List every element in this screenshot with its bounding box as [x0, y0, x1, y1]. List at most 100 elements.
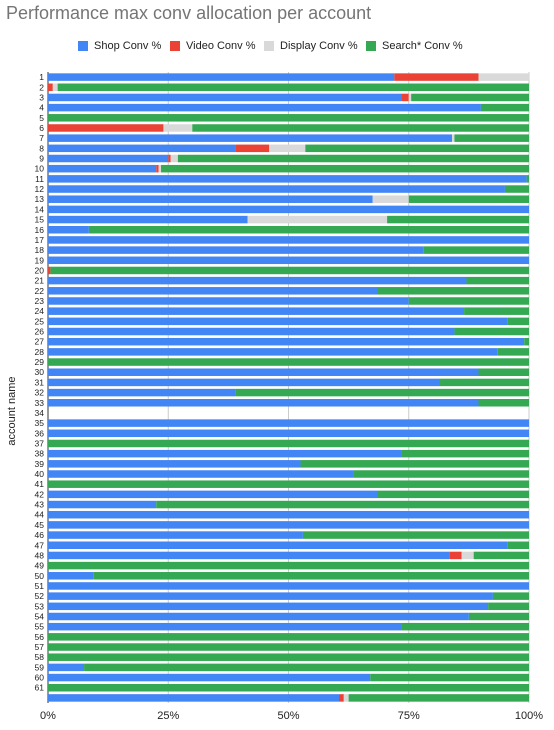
bar-segment-56-3[interactable] [48, 633, 529, 641]
bar-segment-53-3[interactable] [488, 602, 529, 611]
bar-segment-unlabeled-1[interactable] [339, 694, 344, 702]
bar-segment-48-3[interactable] [473, 551, 529, 560]
bar-segment-15-0[interactable] [48, 215, 248, 224]
bar-segment-10-3[interactable] [161, 164, 529, 173]
bar-segment-54-3[interactable] [468, 612, 529, 621]
bar-segment-12-3[interactable] [504, 185, 529, 193]
bar-segment-23-0[interactable] [48, 297, 409, 305]
bar-segment-60-3[interactable] [370, 673, 529, 682]
bar-segment-16-0[interactable] [48, 226, 89, 234]
legend-item-video[interactable]: Video Conv % [170, 40, 256, 52]
bar-segment-45-0[interactable] [48, 521, 529, 529]
bar-segment-2-2[interactable] [52, 83, 58, 92]
bar-segment-9-1[interactable] [168, 154, 171, 163]
bar-segment-unlabeled-0[interactable] [48, 694, 340, 702]
bar-segment-16-3[interactable] [88, 226, 529, 234]
bar-segment-59-3[interactable] [84, 663, 529, 672]
bar-segment-40-0[interactable] [48, 470, 354, 478]
bar-segment-23-3[interactable] [408, 297, 529, 305]
bar-segment-25-0[interactable] [48, 317, 508, 326]
bar-segment-20-1[interactable] [48, 266, 51, 275]
bar-segment-55-3[interactable] [401, 622, 529, 631]
bar-segment-38-3[interactable] [401, 449, 529, 458]
bar-segment-32-0[interactable] [48, 388, 236, 397]
bar-segment-33-0[interactable] [48, 399, 479, 407]
bar-segment-35-0[interactable] [48, 419, 529, 427]
bar-segment-13-0[interactable] [48, 195, 373, 203]
bar-segment-31-3[interactable] [440, 378, 529, 387]
bar-segment-47-0[interactable] [48, 541, 508, 550]
bar-segment-33-3[interactable] [478, 399, 529, 407]
bar-segment-52-3[interactable] [492, 592, 529, 600]
legend-item-display[interactable]: Display Conv % [264, 40, 358, 52]
bar-segment-10-0[interactable] [48, 164, 157, 173]
bar-segment-18-3[interactable] [423, 246, 529, 254]
bar-segment-39-3[interactable] [300, 460, 529, 468]
bar-segment-7-3[interactable] [454, 134, 529, 142]
bar-segment-40-3[interactable] [353, 470, 529, 478]
bar-segment-24-0[interactable] [48, 307, 465, 315]
bar-segment-22-3[interactable] [377, 287, 529, 295]
bar-segment-22-0[interactable] [48, 287, 378, 295]
bar-segment-20-3[interactable] [50, 266, 529, 275]
bar-segment-30-0[interactable] [48, 368, 479, 376]
bar-segment-44-0[interactable] [48, 510, 529, 519]
legend-item-shop[interactable]: Shop Conv % [78, 40, 161, 52]
bar-segment-19-0[interactable] [48, 256, 529, 265]
bar-segment-18-0[interactable] [48, 246, 424, 254]
bar-segment-unlabeled-3[interactable] [348, 694, 529, 702]
bar-segment-26-0[interactable] [48, 327, 455, 336]
bar-segment-58-3[interactable] [48, 653, 529, 661]
bar-segment-12-0[interactable] [48, 185, 505, 193]
bar-segment-38-0[interactable] [48, 449, 402, 458]
bar-segment-48-2[interactable] [461, 551, 474, 560]
bar-segment-13-3[interactable] [408, 195, 529, 203]
bar-segment-10-1[interactable] [156, 164, 159, 173]
bar-segment-15-2[interactable] [247, 215, 388, 224]
bar-segment-4-0[interactable] [48, 103, 481, 112]
bar-segment-8-2[interactable] [269, 144, 306, 153]
bar-segment-52-0[interactable] [48, 592, 493, 600]
bar-segment-5-3[interactable] [48, 114, 529, 122]
bar-segment-55-0[interactable] [48, 622, 402, 631]
bar-segment-53-0[interactable] [48, 602, 489, 611]
bar-segment-1-1[interactable] [394, 73, 479, 81]
bar-segment-11-0[interactable] [48, 175, 527, 183]
bar-segment-6-1[interactable] [48, 124, 164, 132]
bar-segment-61-3[interactable] [48, 683, 529, 692]
bar-segment-36-0[interactable] [48, 429, 529, 438]
bar-segment-1-0[interactable] [48, 73, 395, 81]
bar-segment-6-3[interactable] [192, 124, 530, 132]
bar-segment-10-2[interactable] [158, 164, 162, 173]
bar-segment-25-3[interactable] [507, 317, 529, 326]
bar-segment-unlabeled-2[interactable] [343, 694, 349, 702]
bar-segment-7-0[interactable] [48, 134, 453, 142]
bar-segment-9-0[interactable] [48, 154, 169, 163]
bar-segment-48-1[interactable] [449, 551, 462, 560]
bar-segment-1-2[interactable] [478, 73, 529, 81]
bar-segment-54-0[interactable] [48, 612, 469, 621]
bar-segment-8-1[interactable] [235, 144, 270, 153]
bar-segment-9-2[interactable] [170, 154, 178, 163]
bar-segment-2-3[interactable] [57, 83, 530, 92]
bar-segment-31-0[interactable] [48, 378, 441, 387]
bar-segment-28-3[interactable] [497, 348, 529, 356]
bar-segment-3-2[interactable] [408, 93, 412, 102]
bar-segment-21-3[interactable] [466, 276, 529, 285]
legend-item-search[interactable]: Search* Conv % [366, 40, 463, 52]
bar-segment-9-3[interactable] [177, 154, 529, 163]
bar-segment-24-3[interactable] [464, 307, 529, 315]
bar-segment-8-3[interactable] [305, 144, 529, 153]
bar-segment-51-0[interactable] [48, 582, 529, 590]
bar-segment-43-3[interactable] [156, 500, 529, 509]
bar-segment-43-0[interactable] [48, 500, 157, 509]
bar-segment-50-0[interactable] [48, 572, 94, 580]
bar-segment-46-3[interactable] [302, 531, 529, 539]
bar-segment-21-0[interactable] [48, 276, 467, 285]
bar-segment-2-1[interactable] [48, 83, 53, 92]
bar-segment-14-0[interactable] [48, 205, 529, 214]
bar-segment-46-0[interactable] [48, 531, 303, 539]
bar-segment-11-3[interactable] [526, 175, 529, 183]
bar-segment-28-0[interactable] [48, 348, 498, 356]
bar-segment-48-0[interactable] [48, 551, 450, 560]
